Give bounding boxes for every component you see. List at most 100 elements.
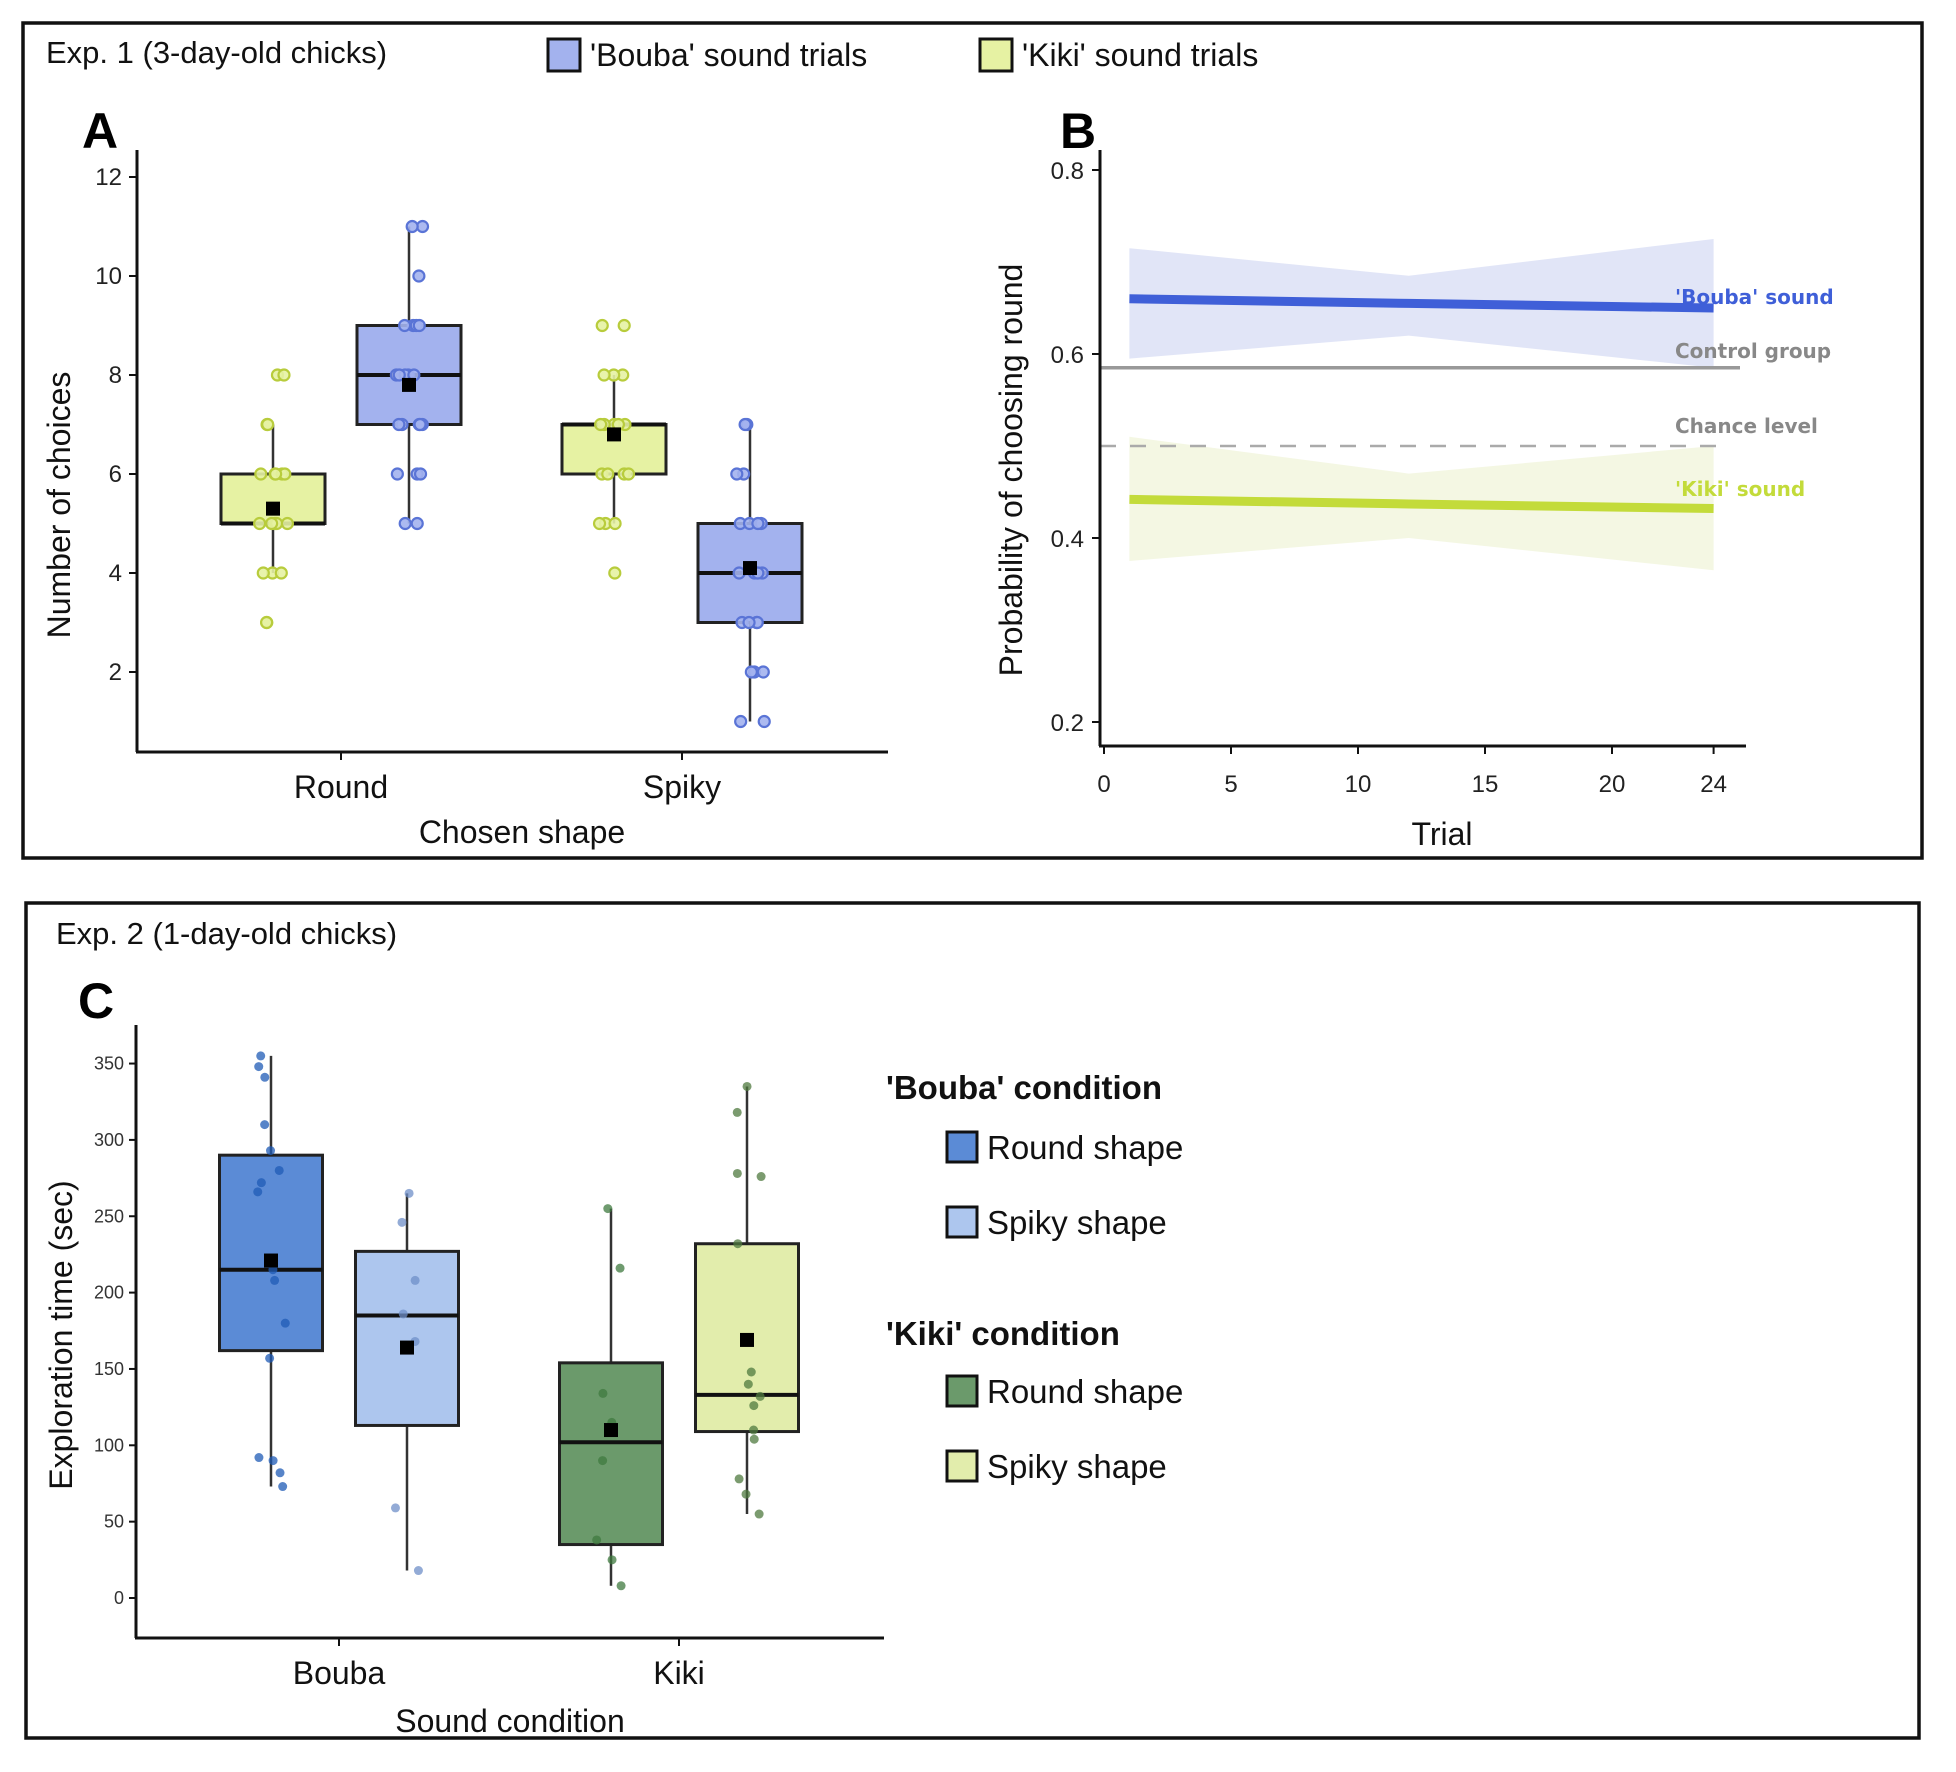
data-point	[274, 1165, 284, 1175]
data-point	[390, 1503, 400, 1513]
y-tick-label: 250	[94, 1206, 124, 1226]
exp2-title: Exp. 2 (1-day-old chicks)	[56, 916, 397, 951]
data-point	[755, 1391, 765, 1401]
panel-c-legend: 'Bouba' condition Round shape Spiky shape '…	[886, 1069, 1183, 1485]
legend-swatch-bouba	[546, 37, 582, 73]
box-bouba-sound-trials-spiky	[696, 417, 804, 729]
data-point	[751, 516, 765, 531]
panel-label-c: C	[78, 973, 114, 1029]
box-kiki-spiky-shape	[694, 1081, 800, 1519]
data-point	[608, 566, 622, 580]
legend-swatch	[945, 1449, 979, 1483]
panel-a-x-label: Chosen shape	[419, 814, 625, 850]
x-tick-label: 5	[1224, 771, 1237, 798]
y-tick-label: 0.6	[1051, 342, 1084, 369]
data-point	[278, 1482, 288, 1492]
data-point	[256, 1178, 266, 1188]
mean-marker	[604, 1423, 618, 1438]
y-tick-label: 150	[94, 1359, 124, 1379]
legend-label-spiky-shape: Spiky shape	[987, 1204, 1167, 1241]
data-point	[390, 467, 404, 481]
exp2-frame	[24, 901, 1921, 1740]
data-point	[732, 1168, 742, 1178]
data-point	[592, 1535, 602, 1545]
data-point	[598, 1388, 608, 1398]
data-point	[746, 1367, 756, 1377]
legend-swatch	[945, 1374, 979, 1408]
data-point	[749, 1434, 759, 1444]
line-label-control-group: Control group	[1675, 339, 1831, 363]
x-tick-label-kiki: Kiki	[653, 1655, 705, 1691]
data-point	[254, 467, 268, 481]
mean-marker	[607, 427, 621, 442]
data-point	[734, 1474, 744, 1484]
box-kiki-sound-trials-spiky	[560, 318, 668, 580]
box-iqr	[218, 1153, 324, 1353]
box-iqr	[354, 1249, 460, 1427]
line-kiki-sound	[1129, 494, 1714, 514]
y-tick-label: 6	[109, 461, 122, 488]
line-bouba-sound	[1129, 294, 1714, 313]
legend-label-round-shape: Round shape	[987, 1129, 1183, 1166]
data-point	[412, 318, 426, 333]
data-point	[603, 1204, 613, 1214]
mean-marker	[400, 1340, 414, 1355]
data-point	[256, 1051, 266, 1061]
y-tick-label: 4	[109, 560, 122, 587]
legend-swatch	[945, 1130, 979, 1164]
data-point	[274, 566, 288, 580]
legend-label-kiki: 'Kiki' sound trials	[1022, 37, 1258, 73]
data-point	[601, 467, 615, 481]
box-kiki-round-shape	[558, 1204, 664, 1591]
y-tick-label: 0.8	[1051, 158, 1084, 185]
legend-top: 'Bouba' sound trials 'Kiki' sound trials	[546, 37, 1258, 73]
mean-marker	[740, 1332, 754, 1347]
data-point	[277, 368, 291, 382]
data-point	[617, 318, 631, 333]
data-point	[616, 1581, 626, 1591]
panel-c-x-label: Sound condition	[395, 1703, 625, 1739]
data-point	[266, 1146, 276, 1156]
y-tick-label: 50	[104, 1512, 124, 1532]
line-label-kiki-sound: 'Kiki' sound	[1675, 477, 1805, 501]
data-point	[253, 516, 267, 531]
legend-label-spiky-shape: Spiky shape	[987, 1448, 1167, 1485]
data-point	[260, 1072, 270, 1082]
box-iqr	[558, 1361, 664, 1547]
box-kiki-sound-trials-round	[219, 368, 327, 630]
data-point	[260, 1120, 270, 1130]
data-point	[398, 516, 412, 531]
data-point	[269, 467, 283, 481]
data-point	[756, 1172, 766, 1182]
data-point	[405, 219, 419, 234]
data-point	[598, 1456, 608, 1466]
data-point	[743, 1379, 753, 1389]
data-point	[392, 368, 406, 382]
data-point	[398, 318, 412, 333]
panel-b-chart: 0.2 0.4 0.6 0.8 0 5 10 15 20 24 'Bouba' sound Con…	[993, 150, 1834, 852]
data-point	[742, 1081, 752, 1091]
y-tick-label: 10	[95, 263, 122, 290]
data-point	[413, 417, 427, 432]
data-point	[744, 665, 758, 679]
y-tick-label: 300	[94, 1130, 124, 1150]
data-point	[608, 516, 622, 531]
data-point	[621, 467, 636, 481]
data-point	[732, 566, 746, 580]
x-tick-label-round: Round	[294, 769, 388, 805]
legend-swatch-kiki	[978, 37, 1014, 73]
data-point	[259, 615, 274, 630]
data-point	[256, 566, 270, 580]
data-point	[749, 1401, 759, 1411]
data-point	[254, 1453, 264, 1463]
data-point	[275, 1468, 285, 1478]
data-point	[594, 417, 608, 432]
data-point	[261, 417, 275, 432]
panel-c-y-label: Exploration time (sec)	[43, 1180, 79, 1489]
x-tick-label: 24	[1700, 771, 1727, 798]
mean-marker	[743, 561, 757, 576]
box-iqr	[219, 472, 327, 525]
data-point	[270, 1275, 280, 1285]
legend-label-bouba: 'Bouba' sound trials	[590, 37, 867, 73]
mean-marker	[264, 1253, 278, 1268]
